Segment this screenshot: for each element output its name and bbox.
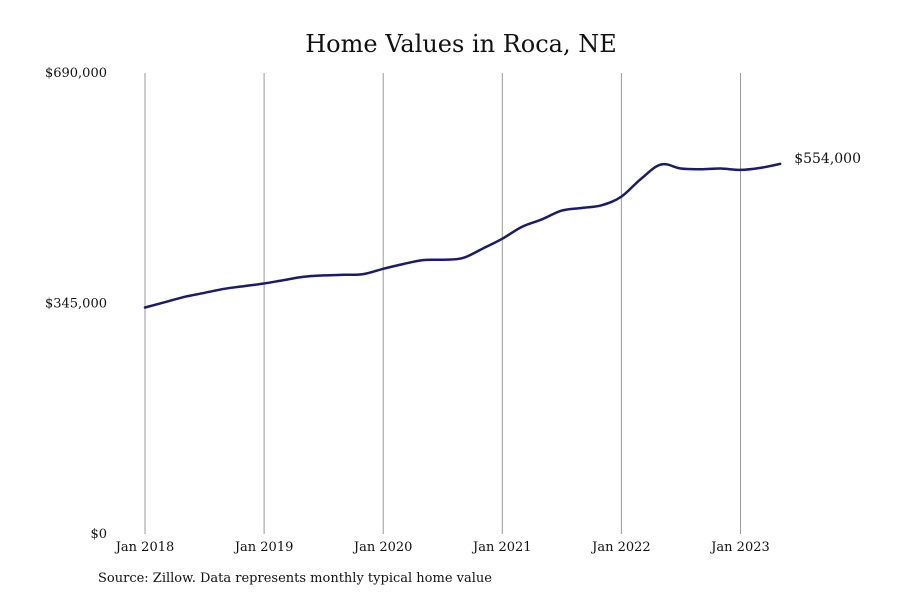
home-value-line xyxy=(143,162,782,309)
x-tick-label: Jan 2023 xyxy=(709,540,770,555)
home-values-chart: Home Values in Roca, NE $690,000 $345,000… xyxy=(45,30,861,555)
x-tick-label: Jan 2022 xyxy=(590,540,651,555)
y-tick-label: $0 xyxy=(90,527,107,542)
y-tick-label: $690,000 xyxy=(45,66,107,81)
x-tick-label: Jan 2019 xyxy=(233,540,294,555)
latest-value-label: $554,000 xyxy=(794,151,861,167)
x-tick-label: Jan 2021 xyxy=(471,540,532,555)
x-axis-tick-labels: Jan 2018 Jan 2019 Jan 2020 Jan 2021 Jan 2022… xyxy=(114,540,770,555)
source-note: Source: Zillow. Data represents monthly … xyxy=(98,571,492,586)
x-tick-label: Jan 2020 xyxy=(352,540,413,555)
y-tick-label: $345,000 xyxy=(45,297,107,312)
vertical-gridlines xyxy=(144,73,741,534)
y-axis-tick-labels: $690,000 $345,000 $0 xyxy=(45,66,107,542)
x-tick-label: Jan 2018 xyxy=(114,540,175,555)
chart-title: Home Values in Roca, NE xyxy=(305,30,617,58)
